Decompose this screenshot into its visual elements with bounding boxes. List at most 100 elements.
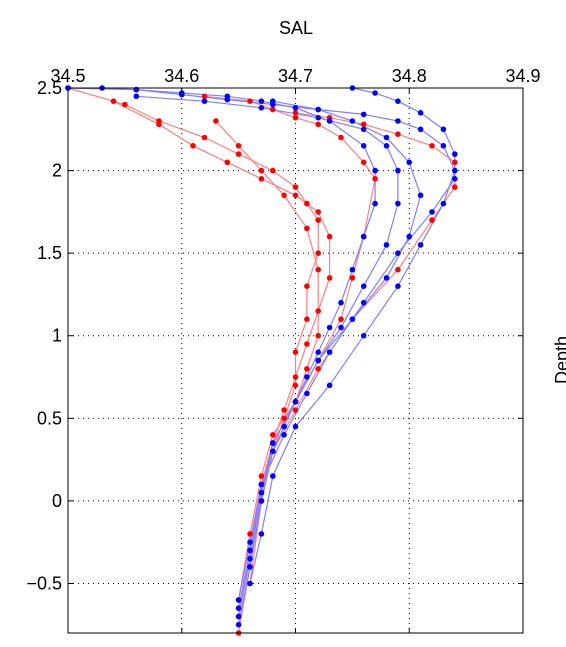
grid-lines — [68, 88, 523, 633]
data-point-red — [292, 110, 299, 116]
data-point-blue — [247, 564, 253, 570]
data-point-blue — [440, 126, 447, 133]
x-tick-label: 34.8 — [392, 66, 427, 86]
y-tick-label: −0.5 — [26, 573, 62, 593]
data-point-red — [201, 93, 208, 100]
data-point-blue — [338, 299, 344, 306]
data-point-red — [349, 275, 356, 281]
data-point-blue — [360, 143, 367, 149]
data-point-blue — [417, 126, 424, 133]
data-point-red — [247, 531, 253, 537]
series-line-red — [113, 100, 331, 617]
data-point-blue — [235, 605, 242, 611]
series-line-red — [67, 87, 319, 634]
data-point-blue — [224, 96, 231, 103]
y-tick-label: 2 — [52, 161, 62, 181]
data-point-red — [270, 432, 276, 438]
data-point-blue — [258, 98, 265, 104]
data-point-blue — [360, 283, 367, 290]
data-point-red — [360, 121, 367, 128]
data-point-blue — [452, 176, 458, 182]
data-point-red — [395, 266, 401, 273]
data-point-red — [258, 167, 265, 174]
data-point-blue — [395, 250, 401, 256]
data-point-red — [213, 118, 219, 124]
data-point-blue — [417, 192, 424, 199]
data-point-blue — [133, 93, 140, 100]
data-point-blue — [349, 266, 356, 273]
data-point-blue — [270, 473, 276, 479]
data-point-red — [315, 308, 322, 314]
data-point-red — [452, 159, 458, 166]
data-point-red — [270, 167, 276, 174]
data-point-red — [360, 159, 367, 166]
data-point-blue — [372, 90, 378, 96]
data-point-red — [326, 233, 333, 240]
data-point-red — [315, 209, 322, 215]
data-point-red — [110, 98, 117, 104]
data-point-red — [315, 332, 322, 339]
series-line-blue — [136, 95, 399, 617]
data-point-red — [281, 415, 287, 422]
data-point-blue — [452, 167, 458, 174]
x-tick-label: 34.7 — [278, 66, 313, 86]
data-point-red — [281, 407, 287, 413]
x-tick-label: 34.9 — [505, 66, 540, 86]
data-point-blue — [326, 118, 333, 124]
data-point-blue — [349, 118, 356, 124]
data-point-blue — [235, 597, 242, 603]
x-tick-labels: 34.5 34.6 34.7 34.8 34.9 — [50, 66, 540, 86]
data-point-blue — [281, 423, 287, 430]
data-point-blue — [395, 200, 401, 207]
y-tick-label: 1.5 — [37, 243, 62, 263]
data-point-red — [292, 192, 299, 199]
data-point-blue — [201, 98, 208, 104]
data-point-blue — [270, 448, 276, 455]
x-tick-label: 34.6 — [164, 66, 199, 86]
data-point-blue — [247, 555, 253, 562]
data-point-red — [315, 250, 322, 256]
series-line-blue — [102, 87, 456, 584]
data-point-red — [190, 143, 196, 149]
data-point-red — [235, 143, 242, 149]
data-point-blue — [349, 316, 356, 323]
y-tick-label: 0 — [52, 491, 62, 511]
data-point-red — [338, 134, 344, 141]
series-line-blue — [67, 87, 376, 625]
data-point-red — [304, 200, 310, 207]
data-point-blue — [270, 101, 276, 108]
data-point-blue — [429, 209, 435, 215]
y-axis-label: Depth — [552, 336, 566, 384]
data-point-red — [429, 217, 435, 223]
data-point-red — [452, 184, 458, 190]
data-point-blue — [315, 114, 322, 121]
data-point-blue — [417, 242, 424, 248]
data-point-red — [304, 283, 310, 290]
data-point-blue — [235, 613, 242, 620]
series-line-red — [215, 120, 319, 601]
data-point-blue — [179, 91, 185, 98]
data-point-blue — [395, 283, 401, 290]
y-tick-label: 0.5 — [37, 408, 62, 428]
data-point-blue — [372, 167, 378, 174]
data-point-red — [429, 143, 435, 149]
data-point-red — [258, 473, 265, 479]
data-point-red — [247, 98, 253, 104]
data-point-red — [292, 114, 299, 121]
data-point-blue — [383, 242, 390, 248]
data-point-blue — [383, 134, 390, 141]
data-point-red — [372, 176, 378, 182]
series-line-blue — [238, 87, 456, 601]
data-point-blue — [258, 105, 265, 111]
data-point-blue — [315, 357, 322, 364]
data-point-blue — [338, 324, 344, 331]
axis-ticks — [67, 87, 524, 633]
data-point-blue — [247, 547, 253, 554]
data-point-red — [304, 225, 310, 232]
series-line-red — [204, 95, 376, 584]
data-point-blue — [360, 111, 367, 118]
data-point-red — [224, 159, 231, 166]
data-point-red — [235, 151, 242, 157]
